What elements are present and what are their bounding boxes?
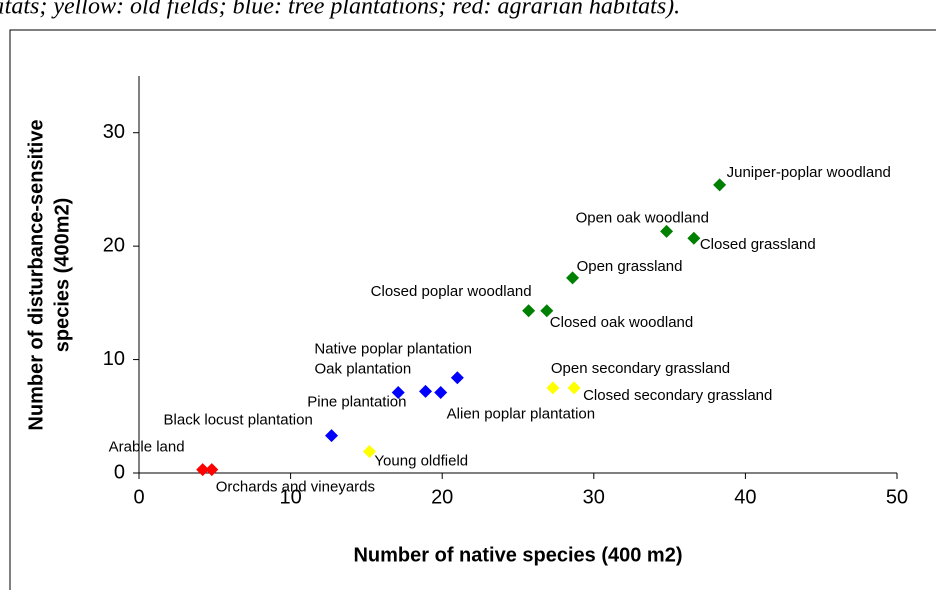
point-label: Closed secondary grassland: [583, 387, 772, 404]
marker: [419, 384, 433, 398]
x-tick-label: 40: [734, 486, 756, 508]
point-label: Native poplar plantation: [314, 341, 472, 358]
point-label: Closed oak woodland: [550, 314, 693, 331]
point-label: Oak plantation: [315, 360, 412, 377]
caption: itats; yellow: old fields; blue: tree pl…: [0, 0, 680, 20]
marker: [450, 371, 464, 385]
x-tick-label: 50: [886, 486, 908, 508]
marker: [687, 231, 701, 245]
point-label: Orchards and vineyards: [216, 479, 375, 496]
point-label: Alien poplar plantation: [447, 405, 595, 422]
point-label: Open oak woodland: [576, 209, 709, 226]
point-label: Open secondary grassland: [551, 360, 730, 377]
marker: [567, 381, 581, 395]
marker: [325, 429, 339, 443]
marker: [713, 178, 727, 192]
point-label: Closed grassland: [700, 236, 816, 253]
x-tick-label: 30: [583, 486, 605, 508]
marker: [566, 271, 580, 285]
y-tick-label: 20: [103, 234, 125, 256]
x-axis-label: Number of native species (400 m2): [353, 544, 682, 566]
marker: [205, 463, 219, 477]
marker: [522, 304, 536, 318]
point-label: Open grassland: [577, 258, 683, 275]
y-tick-label: 30: [103, 121, 125, 143]
point-label: Juniper-poplar woodland: [727, 164, 891, 181]
point-label: Black locust plantation: [164, 412, 313, 429]
point-label: Pine plantation: [307, 393, 406, 410]
x-tick-label: 0: [133, 486, 144, 508]
frame: [9, 29, 936, 590]
marker: [434, 385, 448, 399]
marker: [391, 385, 405, 399]
point-label: Arable land: [109, 439, 185, 456]
marker: [362, 444, 376, 458]
y-axis-label: species (400m2): [51, 198, 73, 353]
point-label: Young oldfield: [374, 452, 468, 469]
marker: [546, 381, 560, 395]
marker: [196, 463, 210, 477]
marker: [540, 304, 554, 318]
y-tick-label: 0: [114, 461, 125, 483]
y-axis-label: Number of disturbance-sensitive: [25, 119, 47, 430]
marker: [660, 224, 674, 238]
x-tick-label: 10: [279, 486, 301, 508]
x-tick-label: 20: [431, 486, 453, 508]
point-label: Closed poplar woodland: [371, 283, 532, 300]
y-tick-label: 10: [103, 348, 125, 370]
